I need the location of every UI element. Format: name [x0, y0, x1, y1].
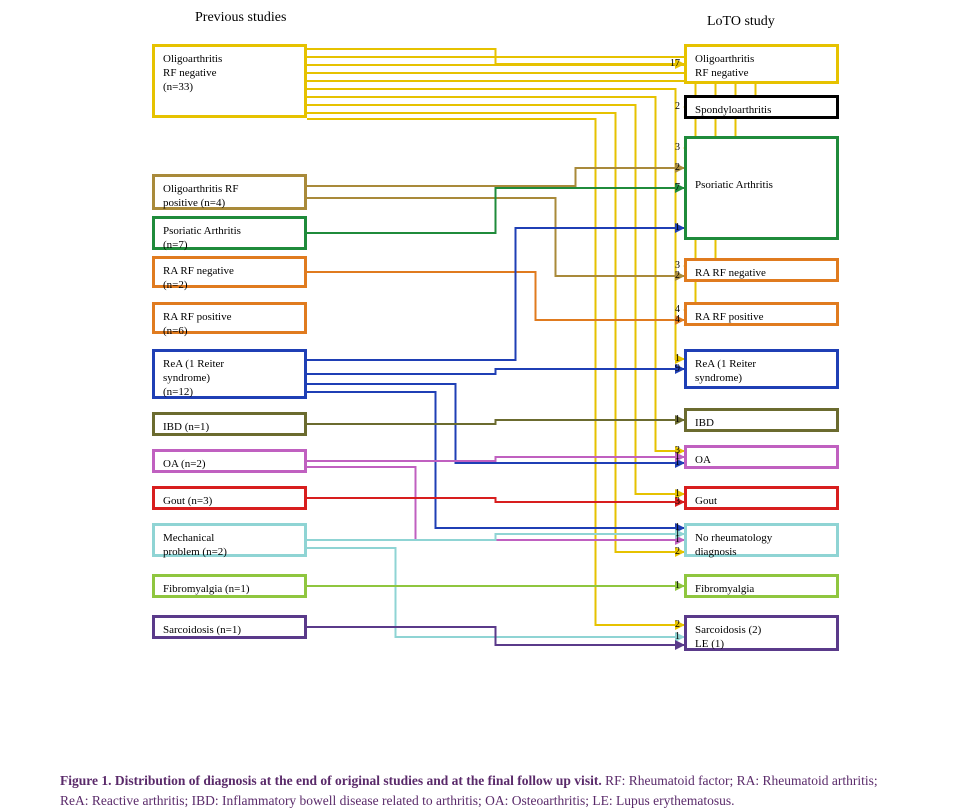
source-node-L_sarc: Sarcoidosis (n=1)	[152, 615, 307, 639]
edge-L_oa-R_oa	[307, 457, 684, 461]
edge-count: 4	[656, 314, 680, 325]
target-node-R_spond: Spondyloarthritis	[684, 95, 839, 119]
source-node-L_ibd: IBD (n=1)	[152, 412, 307, 436]
edge-L_rea-R_psa	[307, 228, 684, 360]
edge-count: 9	[656, 363, 680, 374]
source-node-L_oligo_neg: Oligoarthritis RF negative (n=33)	[152, 44, 307, 118]
edge-count: 2	[656, 546, 680, 557]
edge-count: 2	[656, 619, 680, 630]
edge-L_oligo_neg-R_gout	[307, 105, 684, 494]
target-node-R_ra_neg: RA RF negative	[684, 258, 839, 282]
edge-count: 1	[656, 580, 680, 591]
source-node-L_gout: Gout (n=3)	[152, 486, 307, 510]
edge-L_oa-R_no_dx	[307, 467, 684, 540]
edge-L_ibd-R_ibd	[307, 420, 684, 424]
source-node-L_rea: ReA (1 Reiter syndrome) (n=12)	[152, 349, 307, 399]
edge-count: 1	[656, 222, 680, 233]
target-node-R_oa: OA	[684, 445, 839, 469]
target-node-R_ra_pos: RA RF positive	[684, 302, 839, 326]
source-node-L_ra_pos: RA RF positive (n=6)	[152, 302, 307, 334]
source-node-L_ra_neg: RA RF negative (n=2)	[152, 256, 307, 288]
caption-title: Figure 1. Distribution of diagnosis at t…	[60, 773, 602, 788]
target-node-R_rea: ReA (1 Reiter syndrome)	[684, 349, 839, 389]
source-node-L_mech: Mechanical problem (n=2)	[152, 523, 307, 557]
source-node-L_oa: OA (n=2)	[152, 449, 307, 473]
edge-L_rea-R_rea	[307, 369, 684, 374]
target-node-R_fibro: Fibromyalgia	[684, 574, 839, 598]
edge-count: 1	[656, 414, 680, 425]
source-node-L_oligo_pos: Oligoarthritis RF positive (n=4)	[152, 174, 307, 210]
target-node-R_ibd: IBD	[684, 408, 839, 432]
figure-container: Previous studies LoTO study Oligoarthrit…	[0, 0, 953, 759]
target-node-R_psa: Psoriatic Arthritis	[684, 136, 839, 240]
target-node-R_sarc: Sarcoidosis (2) LE (1)	[684, 615, 839, 651]
figure-caption: Figure 1. Distribution of diagnosis at t…	[0, 759, 953, 810]
edge-count: 1	[656, 631, 680, 642]
edge-count: 2	[656, 162, 680, 173]
edge-count: 2	[656, 101, 680, 112]
source-node-L_fibro: Fibromyalgia (n=1)	[152, 574, 307, 598]
header-right: LoTO study	[707, 14, 775, 30]
edge-L_oligo_pos-R_psa	[307, 168, 684, 186]
edge-count: 2	[656, 270, 680, 281]
edge-count: 1	[656, 528, 680, 539]
edge-L_oligo_neg-R_no_dx	[307, 113, 684, 552]
edge-count: 3	[656, 142, 680, 153]
edge-L_oligo_neg-R_ra_neg	[307, 73, 716, 266]
edge-L_gout-R_gout	[307, 498, 684, 502]
edge-count: 3	[656, 496, 680, 507]
source-node-L_psa: Psoriatic Arthritis (n=7)	[152, 216, 307, 250]
edge-L_mech-R_sarc	[307, 548, 684, 637]
edge-L_oligo_neg-R_oa	[307, 97, 684, 451]
target-node-R_oligo_neg: Oligoarthritis RF negative	[684, 44, 839, 84]
edge-count: 1	[656, 451, 680, 462]
edge-count: 17	[656, 58, 680, 69]
target-node-R_no_dx: No rheumatology diagnosis	[684, 523, 839, 557]
edge-L_psa-R_psa	[307, 188, 684, 233]
target-node-R_gout: Gout	[684, 486, 839, 510]
header-left: Previous studies	[195, 10, 286, 26]
edge-count: 7	[656, 182, 680, 193]
edge-L_ra_neg-R_ra_pos	[307, 272, 684, 320]
